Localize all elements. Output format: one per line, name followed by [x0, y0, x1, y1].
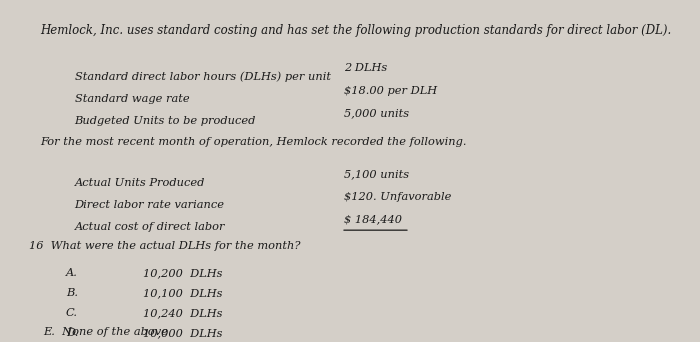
Text: Standard wage rate: Standard wage rate: [74, 94, 189, 104]
Text: Direct labor rate variance: Direct labor rate variance: [74, 200, 225, 210]
Text: 5,100 units: 5,100 units: [344, 169, 409, 179]
Text: 10,240  DLHs: 10,240 DLHs: [144, 308, 223, 318]
Text: 16  What were the actual DLHs for the month?: 16 What were the actual DLHs for the mon…: [29, 241, 300, 251]
Text: Hemlock, Inc. uses standard costing and has set the following production standar: Hemlock, Inc. uses standard costing and …: [40, 24, 671, 37]
Text: 10,200  DLHs: 10,200 DLHs: [144, 268, 223, 278]
Text: Actual Units Produced: Actual Units Produced: [74, 178, 205, 188]
Text: $ 184,440: $ 184,440: [344, 214, 402, 224]
Text: A.: A.: [66, 268, 78, 278]
Text: $120. Unfavorable: $120. Unfavorable: [344, 192, 452, 201]
Text: D.: D.: [66, 328, 78, 338]
Text: 10,000  DLHs: 10,000 DLHs: [144, 328, 223, 338]
Text: For the most recent month of operation, Hemlock recorded the following.: For the most recent month of operation, …: [40, 137, 467, 147]
Text: E.  None of the above: E. None of the above: [43, 327, 168, 337]
Text: Standard direct labor hours (DLHs) per unit: Standard direct labor hours (DLHs) per u…: [74, 72, 330, 82]
Text: Actual cost of direct labor: Actual cost of direct labor: [74, 222, 225, 232]
Text: B.: B.: [66, 288, 78, 298]
Text: 5,000 units: 5,000 units: [344, 108, 409, 118]
Text: 10,100  DLHs: 10,100 DLHs: [144, 288, 223, 298]
Text: Budgeted Units to be produced: Budgeted Units to be produced: [74, 116, 256, 126]
Text: 2 DLHs: 2 DLHs: [344, 63, 387, 73]
Text: C.: C.: [66, 308, 78, 318]
Text: $18.00 per DLH: $18.00 per DLH: [344, 86, 437, 95]
